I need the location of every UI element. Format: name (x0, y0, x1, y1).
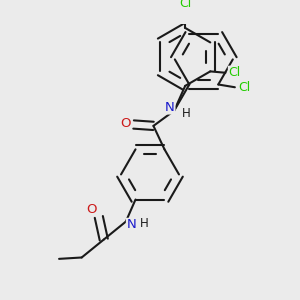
Text: N: N (165, 101, 175, 114)
Text: Cl: Cl (179, 0, 191, 10)
Text: Cl: Cl (228, 66, 241, 79)
Text: O: O (86, 203, 96, 216)
Text: N: N (127, 218, 136, 231)
Text: H: H (182, 107, 191, 120)
Text: O: O (121, 117, 131, 130)
Text: H: H (140, 217, 148, 230)
Text: Cl: Cl (238, 81, 250, 94)
